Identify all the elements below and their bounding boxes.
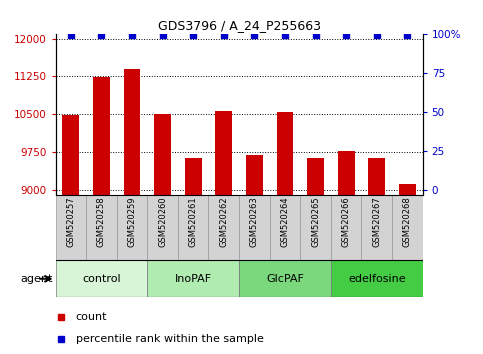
Text: InoPAF: InoPAF [175, 274, 212, 284]
Bar [331, 260, 423, 297]
Bar [277, 112, 293, 195]
Title: GDS3796 / A_24_P255663: GDS3796 / A_24_P255663 [157, 19, 321, 33]
Bar [56, 195, 86, 260]
Bar [209, 195, 239, 260]
Text: edelfosine: edelfosine [348, 274, 406, 284]
Text: GlcPAF: GlcPAF [266, 274, 304, 284]
Bar [300, 195, 331, 260]
Text: GSM520264: GSM520264 [281, 197, 289, 247]
Bar [307, 158, 324, 195]
Text: GSM520259: GSM520259 [128, 197, 137, 247]
Bar [239, 195, 270, 260]
Bar [154, 114, 171, 195]
Bar [185, 159, 201, 195]
Text: GSM520260: GSM520260 [158, 197, 167, 247]
Bar [369, 159, 385, 195]
Bar [338, 152, 355, 195]
Text: GSM520258: GSM520258 [97, 197, 106, 247]
Bar [392, 195, 423, 260]
Text: agent: agent [21, 274, 53, 284]
Bar [239, 260, 331, 297]
Text: GSM520261: GSM520261 [189, 197, 198, 247]
Text: count: count [76, 312, 107, 322]
Bar [147, 260, 239, 297]
Text: GSM520257: GSM520257 [66, 197, 75, 247]
Text: GSM520265: GSM520265 [311, 197, 320, 247]
Bar [124, 69, 141, 195]
Bar [361, 195, 392, 260]
Bar [86, 195, 117, 260]
Bar [331, 195, 361, 260]
Bar [270, 195, 300, 260]
Bar [178, 195, 209, 260]
Text: GSM520266: GSM520266 [341, 197, 351, 247]
Bar [399, 184, 416, 195]
Bar [246, 155, 263, 195]
Text: GSM520267: GSM520267 [372, 197, 381, 247]
Text: GSM520262: GSM520262 [219, 197, 228, 247]
Bar [215, 111, 232, 195]
Bar [117, 195, 147, 260]
Bar [147, 195, 178, 260]
Bar [56, 260, 147, 297]
Text: GSM520263: GSM520263 [250, 197, 259, 247]
Text: control: control [82, 274, 121, 284]
Bar [93, 77, 110, 195]
Bar [62, 115, 79, 195]
Text: percentile rank within the sample: percentile rank within the sample [76, 334, 264, 344]
Text: GSM520268: GSM520268 [403, 197, 412, 247]
